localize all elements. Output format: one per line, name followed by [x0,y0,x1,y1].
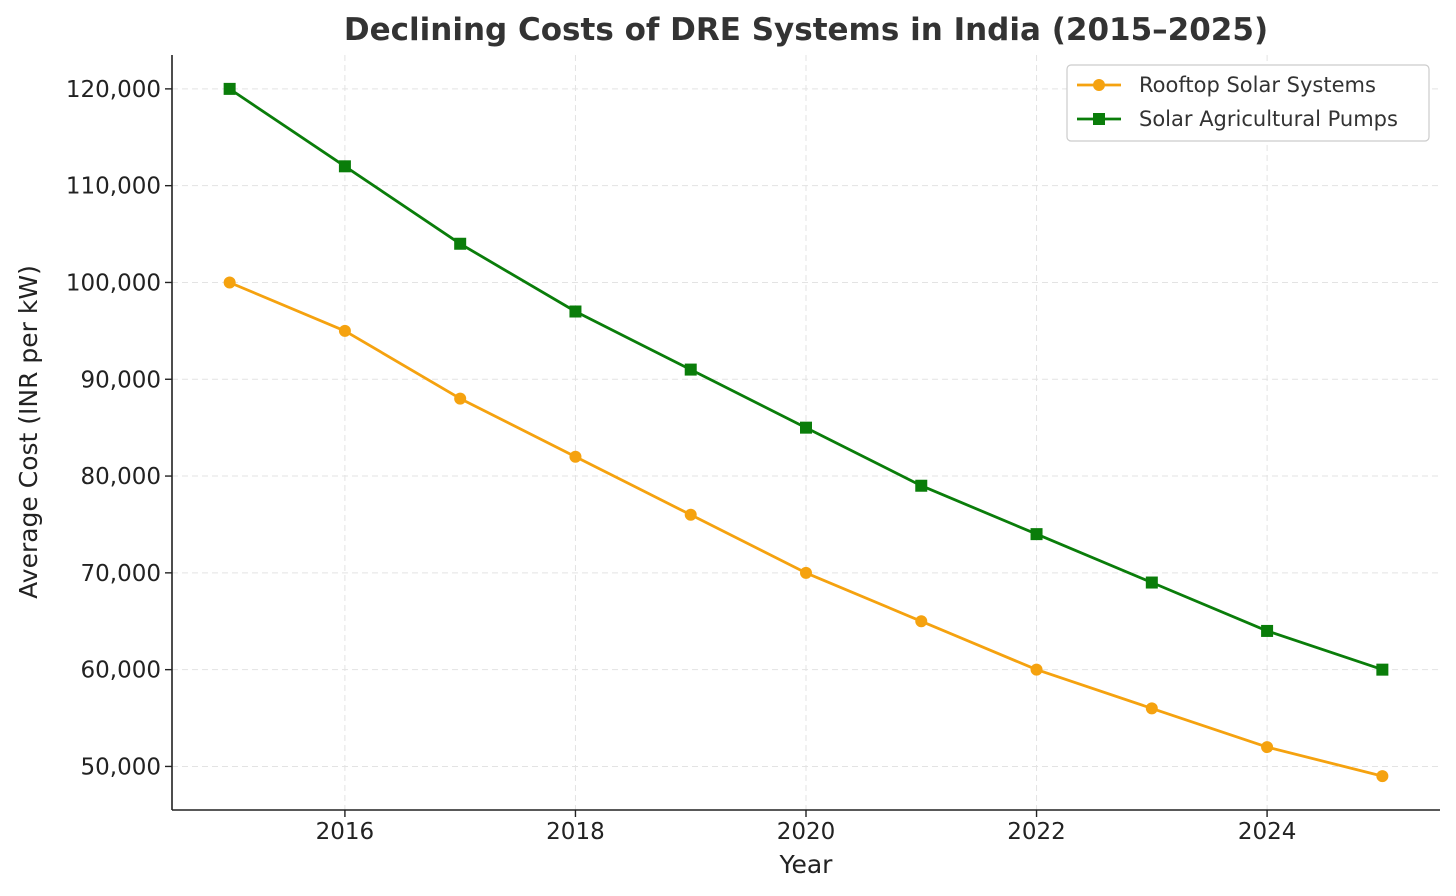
data-point [1376,663,1389,676]
series-2 [223,82,1389,676]
legend-marker [1093,113,1105,125]
y-tick-label: 60,000 [81,658,161,684]
data-point [223,276,236,289]
x-tick-label: 2022 [1007,819,1066,845]
grid-lines [172,55,1440,810]
y-tick-label: 110,000 [66,174,161,200]
data-point [915,615,928,628]
legend-item: Rooftop Solar Systems [1077,73,1376,97]
data-point [1261,624,1274,637]
y-tick-label: 50,000 [81,754,161,780]
legend-label: Solar Agricultural Pumps [1139,107,1398,131]
data-point [1376,770,1389,783]
data-point [223,82,236,95]
legend-box [1066,64,1430,142]
data-point [684,508,697,521]
legend: Rooftop Solar Systems Solar Agricultural … [1066,64,1430,142]
y-tick-label: 70,000 [81,561,161,587]
x-tick-label: 2024 [1238,819,1297,845]
data-point [800,421,812,434]
x-tick-label: 2016 [316,819,375,845]
y-axis-label: Average Cost (INR per kW) [14,265,43,599]
y-tick-label: 80,000 [81,464,161,490]
x-tick-label: 2020 [777,819,836,845]
data-point [1145,576,1158,589]
data-point [1261,741,1274,754]
data-point [454,237,467,250]
y-tick-label: 120,000 [66,77,161,103]
legend-marker [1093,79,1105,91]
y-axis-ticks: 50,000 60,000 70,000 80,000 90,000 100,000 110… [66,77,172,780]
data-point [338,160,351,173]
data-point [1030,528,1043,541]
legend-item: Solar Agricultural Pumps [1077,107,1398,131]
x-axis-ticks: 2016 2018 2020 2022 2024 [316,810,1297,845]
legend-items: Rooftop Solar Systems Solar Agricultural … [1077,73,1398,131]
series-group [223,82,1389,783]
data-point [454,392,467,405]
chart-title: Declining Costs of DRE Systems in India … [344,12,1268,48]
x-axis-label: Year [779,850,834,879]
data-point [800,566,812,579]
data-point [1145,702,1158,715]
x-tick-label: 2018 [546,819,605,845]
data-point [569,305,582,318]
legend-label: Rooftop Solar Systems [1139,73,1376,97]
y-tick-label: 100,000 [66,270,161,296]
data-point [1030,663,1043,676]
data-point [915,479,928,492]
data-point [684,363,697,376]
data-point [569,450,582,463]
y-tick-label: 90,000 [81,367,161,393]
data-point [338,324,351,337]
series-1 [223,276,1389,783]
